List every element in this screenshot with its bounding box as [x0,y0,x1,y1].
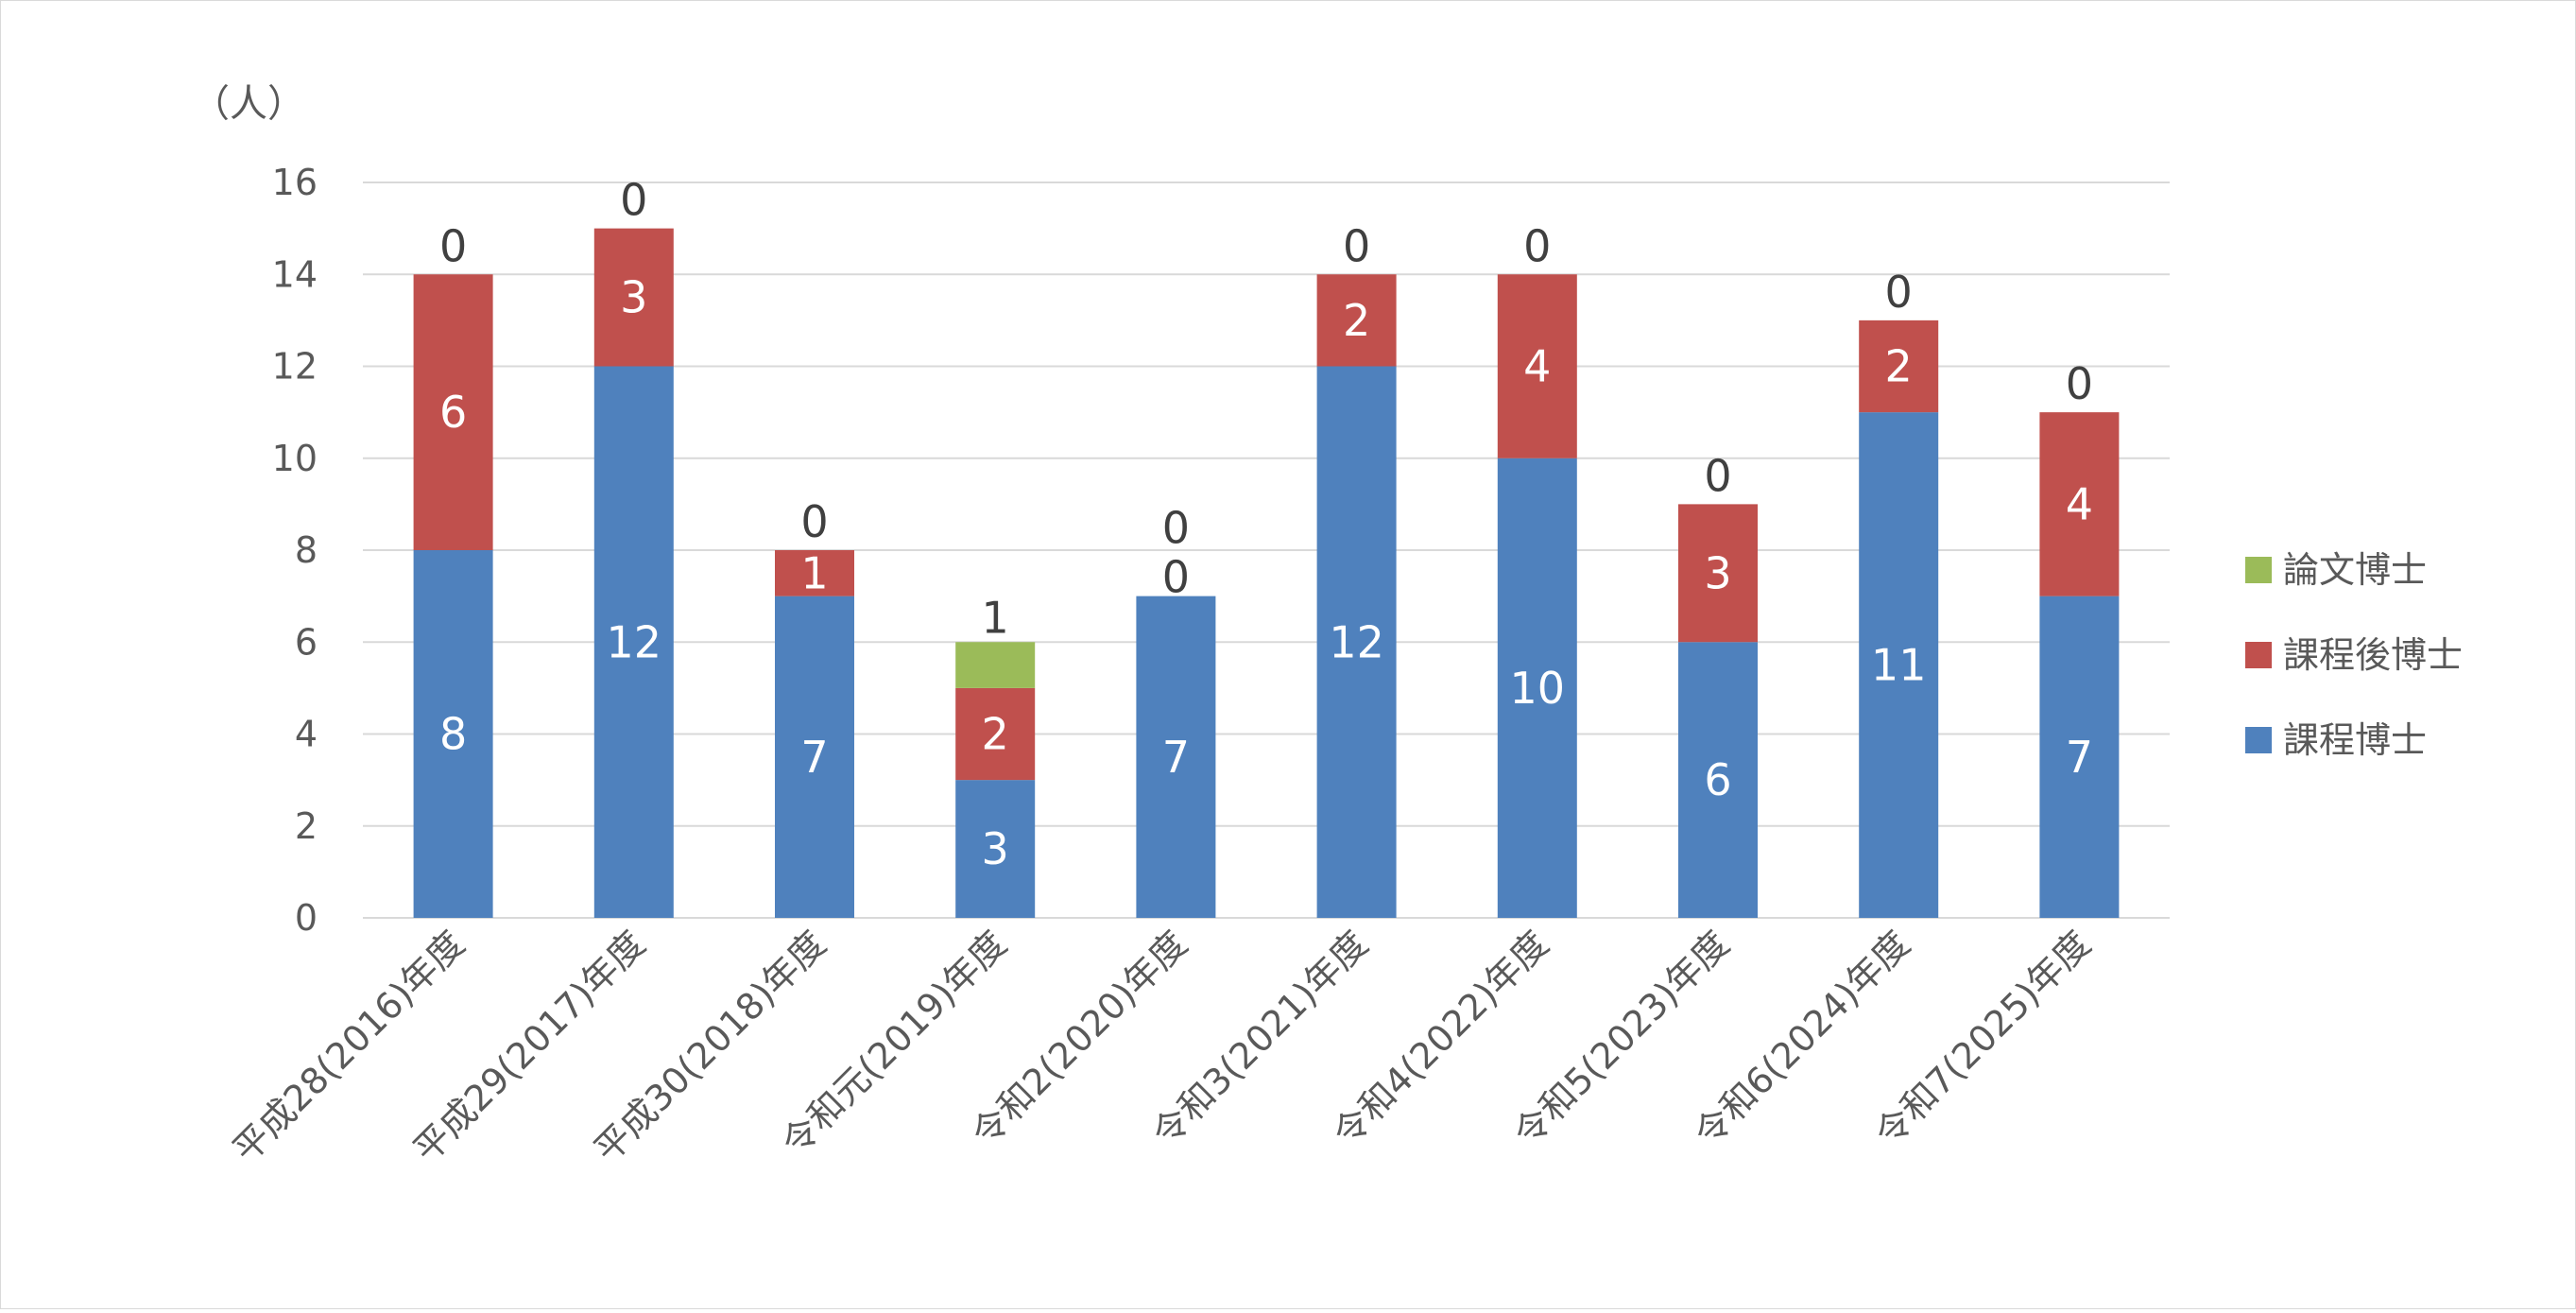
bar-segment [1678,504,1758,643]
data-label: 7 [1162,732,1190,783]
y-tick-label: 16 [272,162,318,203]
y-tick-label: 10 [272,438,318,479]
bar-segment [1316,366,1397,918]
bar-segment [2039,596,2120,918]
data-label: 1 [982,592,1009,643]
data-label: 12 [1329,616,1384,667]
bar-segment [593,366,674,918]
data-label: 8 [439,709,467,760]
data-label: 11 [1871,640,1927,691]
bar-segment [775,596,854,918]
bar-segment [413,550,493,918]
legend-label: 課程博士 [2283,719,2427,761]
data-label: 1 [800,547,828,598]
bar-segment [593,228,674,367]
data-label: 0 [1162,552,1190,603]
data-label: 2 [982,709,1009,760]
data-label: 10 [1510,663,1566,714]
legend-label: 課程後博士 [2283,634,2463,676]
data-label: 12 [607,616,662,667]
bar-segment [775,550,854,596]
data-label: 4 [2066,478,2093,529]
bar-segment [1497,458,1577,918]
data-label: 0 [620,175,647,226]
data-label: 0 [439,220,467,271]
bar-segment [1859,320,1939,413]
legend-swatch [2245,642,2272,668]
data-label: 0 [1343,220,1370,271]
x-axis-categories: 平成28(2016)年度平成29(2017)年度平成30(2018)年度令和元(… [225,923,2099,1170]
data-label: 6 [1704,754,1731,805]
data-label: 3 [982,823,1009,874]
data-label: 0 [800,496,828,547]
y-axis-unit-label: （人） [192,82,305,126]
data-label: 7 [800,732,828,783]
bar-segment [1136,596,1216,918]
legend-label: 論文博士 [2283,549,2427,591]
data-label: 0 [2066,358,2093,409]
y-tick-label: 14 [272,253,318,295]
bars [413,228,2120,918]
bar-segment [955,687,1036,781]
bar-segment [1316,274,1397,367]
data-label: 0 [1162,503,1190,554]
y-axis-ticks: 0 2 4 6 8 10 12 14 16 [272,162,318,939]
data-label: 3 [1704,547,1731,598]
legend-swatch [2245,557,2272,583]
data-label: 0 [1885,267,1913,318]
legend-swatch [2245,727,2272,753]
bar-segment [1859,412,1939,918]
data-label: 2 [1343,295,1370,346]
bar-segment [955,780,1036,918]
y-tick-label: 6 [295,621,318,663]
y-tick-label: 2 [295,805,318,847]
y-tick-label: 4 [295,714,318,755]
bar-segment [955,642,1036,688]
y-tick-label: 12 [272,346,318,388]
data-label: 4 [1523,341,1551,392]
bar-segment [2039,412,2120,596]
data-label: 7 [2066,732,2093,783]
data-label: 0 [1523,220,1551,271]
y-tick-label: 8 [295,529,318,571]
data-label: 0 [1704,450,1731,501]
data-label: 3 [620,272,647,323]
bar-segment [1497,274,1577,458]
bar-segment [413,274,493,550]
bar-segment [1678,642,1758,918]
data-label: 6 [439,387,467,438]
y-tick-label: 0 [295,897,318,939]
data-label: 2 [1885,341,1913,392]
